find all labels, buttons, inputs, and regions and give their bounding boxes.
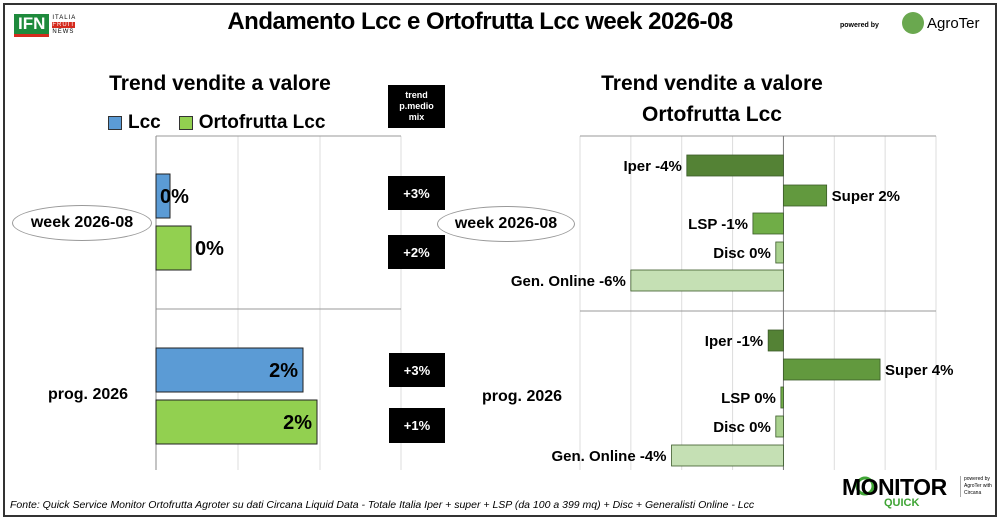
- left-cat-prog: prog. 2026: [48, 386, 129, 403]
- bar-ortofrutta: [155, 225, 192, 271]
- legend-lcc: Lcc: [128, 112, 161, 133]
- page-title: Andamento Lcc e Ortofrutta Lcc week 2026…: [227, 8, 733, 35]
- bar-label: LSP -1%: [688, 216, 748, 233]
- bar-disc: [775, 241, 784, 264]
- legend-swatch-lcc: [108, 116, 122, 130]
- mix-prog-ortofrutta: +1%: [389, 408, 445, 443]
- bar-gen-online: [671, 444, 784, 467]
- monitor-logo: MONITOR: [842, 474, 947, 500]
- bar-label: 0%: [195, 238, 224, 260]
- magnifier-icon: [855, 476, 875, 496]
- bar-lcc: [155, 173, 171, 219]
- bar-label: 2%: [283, 412, 312, 434]
- mix-prog-lcc: +3%: [389, 353, 445, 387]
- ifn-logo: IFN ITALIA FRUIT NEWS: [14, 14, 76, 37]
- mix-header: trend p.medio mix: [388, 85, 445, 128]
- right-chart-title-2: Ortofrutta Lcc: [641, 103, 782, 126]
- legend-ortofrutta: Ortofrutta Lcc: [198, 112, 326, 133]
- bar-disc: [775, 415, 784, 438]
- bar-label: Disc 0%: [713, 245, 771, 262]
- bar-label: Super 4%: [885, 362, 953, 379]
- mix-week-lcc: +3%: [388, 176, 445, 210]
- legend-swatch-ortofrutta: [178, 116, 193, 130]
- bar-lcc: [155, 347, 304, 393]
- right-cat-week: week 2026-08: [437, 206, 575, 242]
- bar-label: Iper -1%: [705, 333, 763, 350]
- bar-label: Super 2%: [832, 188, 900, 205]
- monitor-side: powered by AgroTer with Circana: [960, 476, 994, 497]
- frame: [3, 3, 997, 517]
- bar-label: 2%: [269, 360, 298, 382]
- left-cat-week: week 2026-08: [12, 205, 152, 241]
- bar-super: [783, 358, 881, 381]
- legend: Lcc Ortofrutta Lcc: [108, 112, 325, 134]
- bar-label: 0%: [160, 186, 189, 208]
- bar-ortofrutta: [155, 399, 318, 445]
- bar-label: Gen. Online -4%: [552, 448, 667, 465]
- bar-label: Iper -4%: [623, 158, 681, 175]
- powered-by: powered by: [840, 22, 879, 29]
- bar-label: LSP 0%: [721, 390, 776, 407]
- bar-iper: [767, 329, 784, 352]
- bar-label: Gen. Online -6%: [511, 273, 626, 290]
- right-chart-title-1: Trend vendite a valore: [601, 72, 823, 95]
- tree-icon: [902, 12, 924, 34]
- bar-super: [783, 184, 828, 207]
- bar-label: Disc 0%: [713, 419, 771, 436]
- monitor-quick: QUICK: [884, 497, 920, 509]
- bar-lsp: [780, 386, 784, 409]
- bar-gen-online: [630, 269, 784, 292]
- left-chart-title: Trend vendite a valore: [109, 72, 331, 95]
- bar-lsp: [752, 212, 784, 235]
- right-cat-prog: prog. 2026: [482, 388, 563, 405]
- mix-week-ortofrutta: +2%: [388, 235, 445, 269]
- agroter-logo: AgroTer: [902, 12, 980, 34]
- bar-iper: [686, 154, 784, 177]
- source-note: Fonte: Quick Service Monitor Ortofrutta …: [10, 499, 755, 511]
